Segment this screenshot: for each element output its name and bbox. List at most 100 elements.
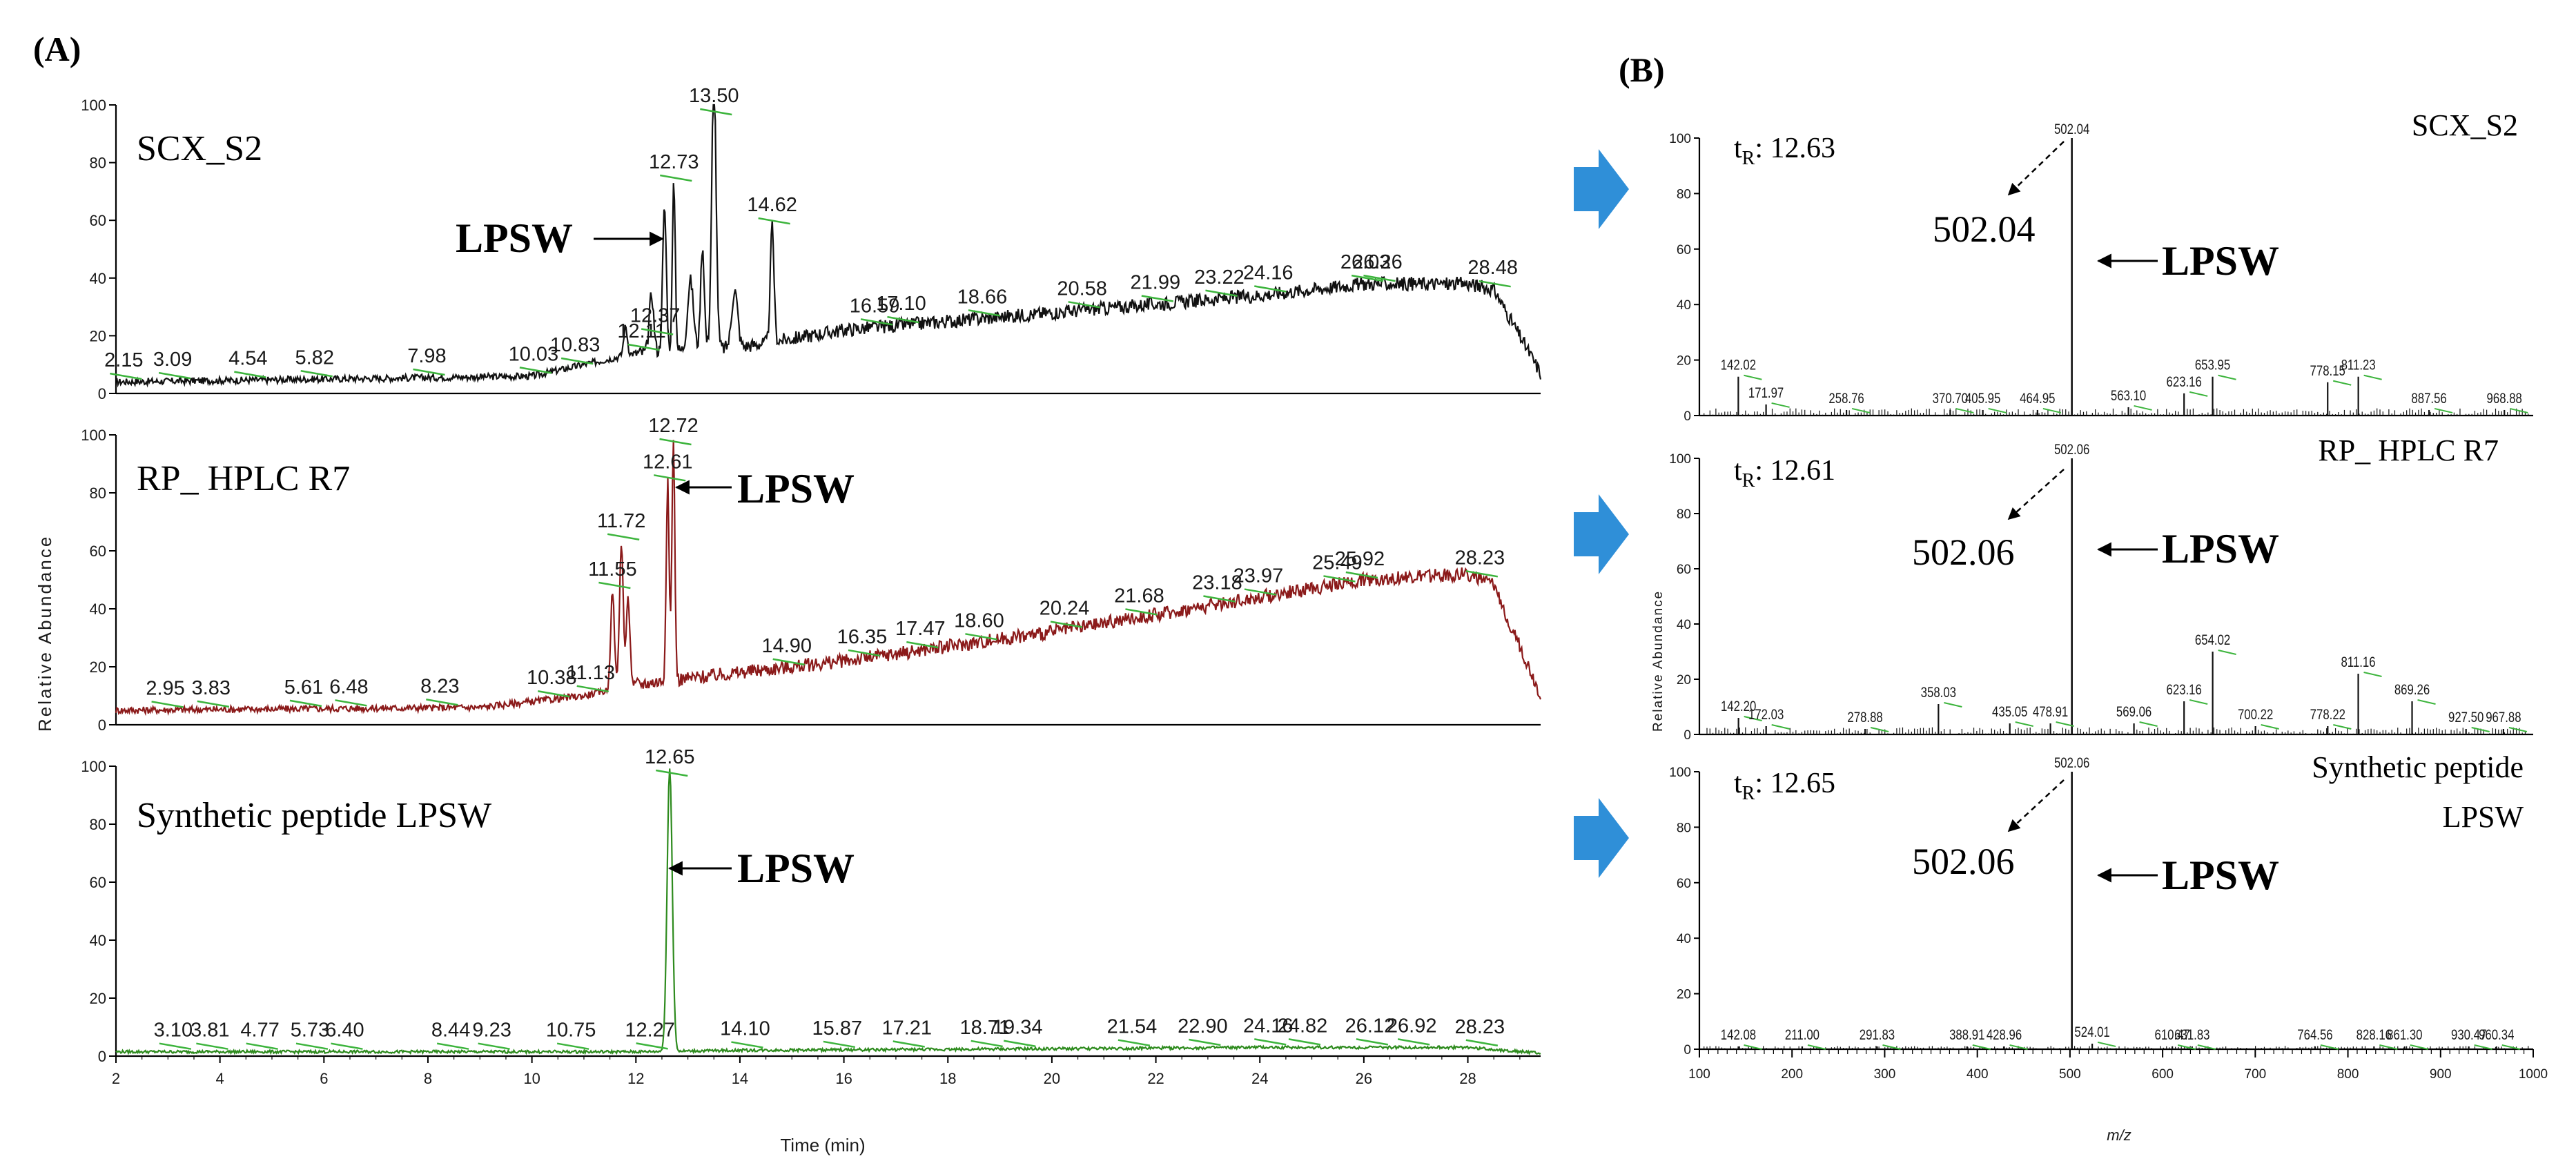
- ms-peak-marker: [2363, 672, 2382, 677]
- chrom-x-tick-label: 14: [732, 1070, 748, 1087]
- chrom-y-tick-label: 0: [98, 1048, 106, 1065]
- chrom-peak-marker: [300, 370, 333, 378]
- chrom-peak-marker: [295, 1042, 329, 1050]
- chrom-peak-label: 10.38: [527, 667, 577, 689]
- ms-title-syn-1: Synthetic peptide: [2312, 750, 2524, 784]
- chrom-peak-marker: [151, 701, 184, 708]
- chrom-x-axis: 2 4 6 8 10 12 14 16 18 20 22 24 26 28: [112, 1056, 1521, 1087]
- chrom-x-tick-label: 24: [1251, 1070, 1268, 1087]
- ms-peak-label: 464.95: [2020, 391, 2055, 407]
- ms-peak-label: 610.47: [2154, 1027, 2189, 1043]
- chrom-peak-marker: [1141, 295, 1174, 302]
- chrom-peak-marker: [158, 371, 191, 380]
- chrom-peak-label: 6.48: [329, 676, 368, 698]
- chrom-peak-marker: [627, 343, 660, 351]
- ms-x-tick-label: 700: [2244, 1067, 2266, 1082]
- chrom-peak-label: 12.61: [643, 451, 693, 473]
- ms-peak-marker: [1851, 407, 1871, 413]
- link-arrow-1: [1574, 149, 1629, 229]
- ms-x-tick-label: 500: [2059, 1067, 2081, 1082]
- ms-peak-label: 654.02: [2195, 632, 2230, 648]
- chrom-y-tick-label: 20: [90, 990, 106, 1007]
- ms-peak-label: 405.95: [1965, 391, 2000, 407]
- ms-y-tick-label: 60: [1677, 243, 1691, 257]
- chrom-peak-marker: [860, 318, 893, 326]
- ms-peak-marker: [2510, 407, 2528, 413]
- ms-peak-marker: [2471, 727, 2490, 732]
- chrom-y-tick-label: 20: [90, 659, 106, 676]
- chrom-y-tick-label: 40: [90, 601, 106, 618]
- chrom-peak-label: 21.68: [1114, 585, 1164, 607]
- chrom-peak-label: 14.90: [761, 635, 812, 657]
- ms-peak-marker: [1744, 374, 1762, 380]
- ms-plot-scx: 0 20 40 60 80 100 142.02 171.97 258.76 370.70405.…: [1669, 108, 2533, 424]
- ms-x-tick-label: 800: [2337, 1067, 2359, 1082]
- chrom-peak-label: 3.10: [154, 1020, 193, 1042]
- ms-callout-rp: LPSW: [2162, 526, 2279, 572]
- chrom-peak-label: 16.59: [850, 295, 900, 317]
- ms-peak-marker: [2189, 699, 2208, 705]
- chrom-peak-label: 3.09: [153, 349, 192, 371]
- chrom-peak-label: 20.58: [1057, 277, 1107, 300]
- chrom-peak-marker: [906, 641, 939, 649]
- ms-y-tick-label: 0: [1684, 1043, 1691, 1057]
- chrom-peak-label: 28.23: [1455, 547, 1505, 569]
- chrom-peak-marker: [560, 357, 594, 365]
- panel-a-label: (A): [33, 30, 81, 68]
- chrom-peak-marker: [1125, 608, 1158, 616]
- chrom-peak-marker: [772, 658, 805, 666]
- chrom-peak-label: 21.54: [1107, 1016, 1158, 1038]
- chrom-peak-marker: [892, 1040, 925, 1048]
- ms-y-tick-label: 100: [1669, 132, 1691, 146]
- chrom-x-tick-label: 20: [1044, 1070, 1060, 1087]
- chrom-peak-label: 2.95: [146, 677, 184, 699]
- chrom-y-tick-label: 0: [98, 716, 106, 734]
- ms-y-tick-label: 20: [1677, 673, 1691, 688]
- ms-peak-marker: [2197, 1044, 2216, 1050]
- ms-x-tick-label: 300: [1874, 1067, 1896, 1082]
- chrom-peak-marker: [519, 367, 552, 374]
- chrom-y-tick-label: 80: [90, 485, 106, 502]
- chrom-peak-label: 23.97: [1233, 565, 1284, 587]
- ms-plot-syn: 0 20 40 60 80 100 142.08 211.00 291.83 388.91 428.…: [1669, 750, 2533, 1057]
- chrom-trace-title-syn: Synthetic peptide LPSW: [137, 796, 491, 835]
- ms-peak-marker: [1955, 407, 1974, 413]
- chrom-peak-label: 7.98: [407, 345, 446, 367]
- chrom-peak-label: 20.24: [1040, 598, 1090, 620]
- ms-y-tick-label: 100: [1669, 766, 1691, 780]
- chrom-peak-label: 24.82: [1278, 1015, 1328, 1037]
- chrom-x-tick-label: 8: [424, 1070, 432, 1087]
- ms-title-scx: SCX_S2: [2412, 108, 2518, 142]
- ms-y-axis-title: Relative Abundance: [1651, 590, 1666, 732]
- ms-peak-label: 370.70: [1933, 391, 1968, 407]
- chrom-y-tick-label: 80: [90, 816, 106, 833]
- chrom-y-tick-label: 60: [90, 212, 106, 229]
- chrom-trace: [115, 104, 1542, 388]
- chrom-peak-marker: [660, 174, 692, 182]
- ms-y-tick-label: 40: [1677, 932, 1691, 946]
- ms-peak-marker: [1771, 402, 1790, 408]
- chrom-peak-marker: [700, 108, 732, 116]
- chrom-peak-marker: [1244, 588, 1277, 596]
- ms-peak-label: 142.02: [1721, 358, 1756, 373]
- chrom-peak-label: 11.13: [567, 662, 615, 684]
- chrom-peak-label: 12.73: [649, 151, 699, 173]
- chrom-peak-marker: [636, 1042, 668, 1050]
- chrom-y-tick-label: 20: [90, 327, 106, 344]
- ms-callout-syn: LPSW: [2162, 852, 2279, 898]
- ms-y-tick-label: 80: [1677, 507, 1691, 522]
- chrom-trace-title-scx: SCX_S2: [137, 129, 262, 168]
- chrom-x-axis-title: Time (min): [780, 1135, 865, 1156]
- ms-y-tick-label: 20: [1677, 988, 1691, 1002]
- chrom-peak-marker: [1356, 1038, 1389, 1046]
- chrom-peak-label: 22.90: [1178, 1015, 1228, 1037]
- chrom-peak-label: 26.03: [1340, 251, 1391, 273]
- chrom-peak-marker: [197, 700, 230, 708]
- chrom-peak-marker: [965, 633, 997, 641]
- chrom-peak-marker: [413, 368, 445, 376]
- chrom-y-tick-label: 100: [81, 97, 106, 114]
- ms-tr-rp: tR: 12.61: [1734, 455, 1835, 491]
- chrom-peak-marker: [968, 309, 1001, 317]
